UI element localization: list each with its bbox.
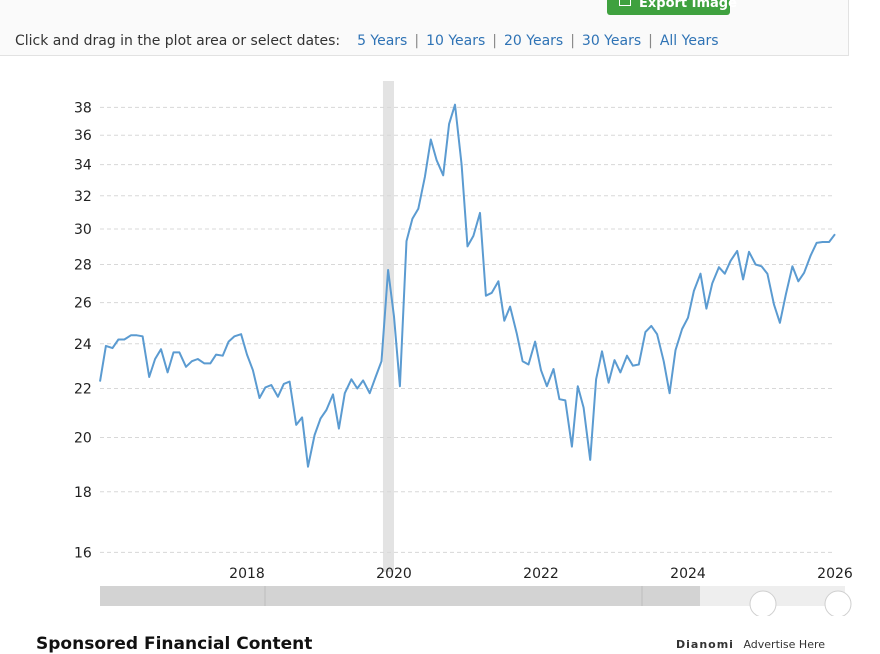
y-tick-label: 22 xyxy=(74,382,92,398)
x-tick-label: 2026 xyxy=(817,566,853,582)
navigator-handle[interactable] xyxy=(749,590,777,616)
y-tick-label: 26 xyxy=(74,296,92,312)
x-tick-label: 2020 xyxy=(376,566,412,582)
series-line xyxy=(99,103,836,468)
range-separator: | xyxy=(648,33,653,49)
range-all-years[interactable]: All Years xyxy=(659,33,719,49)
date-range-selector: Click and drag in the plot area or selec… xyxy=(15,33,719,49)
chart-toolbar: Export Image Click and drag in the plot … xyxy=(0,0,849,56)
export-image-button[interactable]: Export Image xyxy=(607,0,737,15)
export-image-label: Export Image xyxy=(639,0,737,11)
navigator-handle[interactable] xyxy=(824,590,852,616)
y-tick-label: 38 xyxy=(74,100,92,116)
dianomi-logo: Dianomi xyxy=(676,638,734,651)
y-tick-label: 32 xyxy=(74,189,92,205)
y-tick-label: 28 xyxy=(74,257,92,273)
date-range-prompt: Click and drag in the plot area or selec… xyxy=(15,33,341,49)
range-separator: | xyxy=(492,33,497,49)
y-tick-label: 36 xyxy=(74,128,92,144)
range-30-years[interactable]: 30 Years xyxy=(581,33,642,49)
recession-band xyxy=(382,81,394,572)
y-tick-label: 34 xyxy=(74,158,92,174)
y-tick-label: 24 xyxy=(74,337,92,353)
x-tick-label: 2024 xyxy=(670,566,706,582)
advertise-here-link[interactable]: Advertise Here xyxy=(743,638,826,651)
ad-attribution: Dianomi Advertise Here xyxy=(676,638,825,651)
image-icon xyxy=(619,0,631,6)
x-tick-label: 2022 xyxy=(523,566,559,582)
x-tick-label: 2018 xyxy=(229,566,265,582)
sponsored-heading: Sponsored Financial Content xyxy=(36,634,313,654)
y-tick-label: 18 xyxy=(74,485,92,501)
range-10-years[interactable]: 10 Years xyxy=(426,33,486,49)
range-5-years[interactable]: 5 Years xyxy=(357,33,408,49)
navigator-track xyxy=(100,586,700,606)
y-tick-label: 20 xyxy=(74,431,92,447)
range-20-years[interactable]: 20 Years xyxy=(504,33,564,49)
range-separator: | xyxy=(570,33,575,49)
y-tick-label: 30 xyxy=(74,222,92,238)
range-separator: | xyxy=(414,33,420,49)
y-tick-label: 16 xyxy=(74,545,92,561)
